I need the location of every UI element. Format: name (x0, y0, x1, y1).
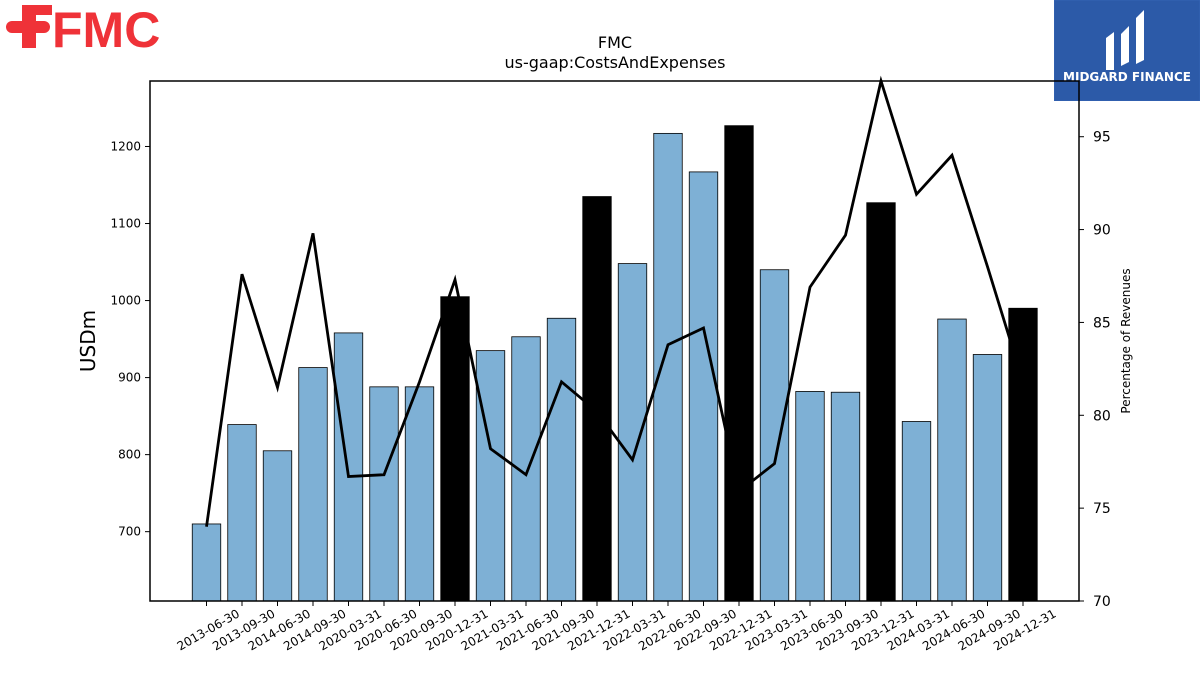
bar-2024-09-30 (972, 354, 1003, 602)
percentage-line (205, 75, 1025, 527)
y-right-tick-label: 85 (1093, 315, 1111, 331)
bar-2023-03-31 (759, 269, 790, 602)
bar-2024-03-31 (901, 421, 932, 602)
y-right-tick-label: 80 (1093, 408, 1111, 424)
midgard-logo-text: MIDGARD FINANCE (1063, 70, 1191, 84)
y-tick-label: 1000 (110, 294, 141, 308)
y-tick-label: 800 (118, 448, 141, 462)
y-right-tick-label: 90 (1093, 223, 1111, 239)
bar-2021-03-31 (475, 350, 506, 602)
bar-2020-06-30 (369, 386, 399, 602)
y-tick-label: 900 (118, 371, 141, 385)
bar-2014-09-30 (298, 367, 328, 602)
bar-2022-06-30 (653, 132, 683, 602)
y-tick-label: 1200 (110, 139, 141, 153)
y-tick-label: 700 (118, 525, 141, 539)
y-right-tick-label: 70 (1093, 594, 1111, 610)
bar-2022-12-31 (724, 125, 754, 602)
y-right-tick-label: 95 (1093, 130, 1111, 146)
midgard-mark-icon (1106, 10, 1144, 70)
bar-2020-09-30 (404, 386, 435, 602)
bar-2021-12-31 (582, 196, 612, 602)
bar-2022-09-30 (688, 171, 719, 602)
chart-title: FMC (598, 33, 632, 52)
bar-2022-03-31 (617, 263, 648, 602)
bar-2024-12-31 (1008, 307, 1038, 602)
y-right-tick-label: 75 (1093, 501, 1111, 517)
midgard-finance-logo: MIDGARD FINANCE (1053, 0, 1200, 102)
bar-2023-12-31 (866, 202, 896, 602)
fmc-logo: FMC (6, 2, 160, 56)
bar-2013-09-30 (227, 424, 257, 602)
fmc-logo-text: FMC (52, 2, 160, 56)
y-tick-label: 1100 (110, 217, 141, 231)
y-axis-right-label: Percentage of Revenues (1119, 268, 1133, 413)
y-axis-label: USDm (76, 310, 100, 372)
bar-2014-06-30 (262, 450, 293, 602)
bar-2024-06-30 (937, 318, 967, 602)
plot-frame (149, 80, 1080, 602)
bar-2023-09-30 (830, 391, 861, 602)
chart-subtitle: us-gaap:CostsAndExpenses (505, 53, 726, 72)
bar-2020-12-31 (440, 296, 470, 602)
bar-2023-06-30 (795, 391, 825, 602)
bar-2021-09-30 (546, 317, 577, 602)
bar-2013-06-30 (191, 523, 222, 602)
